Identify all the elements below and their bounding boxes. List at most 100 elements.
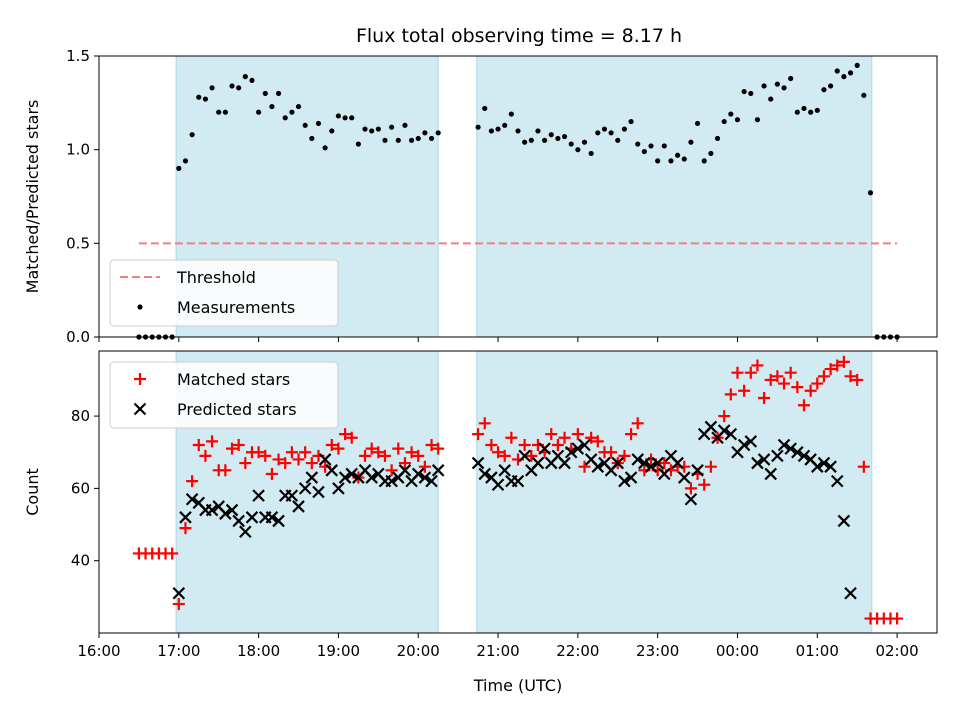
matched-star-point <box>498 449 511 462</box>
matched-star-point <box>305 457 318 470</box>
predicted-star-point <box>631 453 644 466</box>
measurement-point <box>595 130 601 136</box>
matched-star-point <box>797 399 810 412</box>
measurement-point <box>668 158 674 164</box>
x-tick-label: 16:00 <box>77 642 120 660</box>
x-tick-label: 22:00 <box>556 642 599 660</box>
matched-star-point <box>292 453 305 466</box>
measurement-point <box>734 117 741 123</box>
chart-title: Flux total observing time = 8.17 h <box>356 25 682 47</box>
matched-star-point <box>764 373 777 386</box>
measurement-point <box>315 120 322 127</box>
legend-matched-swatch <box>134 373 146 385</box>
predicted-star-point <box>777 438 791 452</box>
matched-star-point <box>578 460 591 473</box>
matched-star-point <box>658 457 671 470</box>
predicted-star-point <box>724 427 738 441</box>
legend-predicted-swatch <box>133 402 147 416</box>
predicted-star-point <box>817 456 831 470</box>
predicted-star-point <box>312 485 325 499</box>
measurement-point <box>335 113 342 119</box>
matched-star-point <box>219 464 232 477</box>
matched-star-point <box>279 457 292 470</box>
measurement-point <box>389 124 395 130</box>
measurement-point <box>854 62 860 68</box>
measurement-point <box>781 85 787 91</box>
ratio-panel: 0.0 0.5 1.0 1.5 Matched/Predicted stars Thres… <box>23 47 938 346</box>
measurement-point <box>708 150 714 157</box>
measurement-point <box>295 103 302 110</box>
matched-star-point <box>684 482 697 495</box>
matched-star-point <box>299 446 312 459</box>
measurement-point <box>648 143 654 149</box>
ratio-shaded-interval-1 <box>476 55 873 338</box>
measurement-point <box>841 74 847 80</box>
measurement-point <box>528 137 534 143</box>
predicted-star-point <box>245 511 259 524</box>
x-tick-label: 19:00 <box>317 642 360 660</box>
predicted-star-point <box>325 464 339 477</box>
matched-star-point <box>232 439 245 451</box>
count-series-0 <box>132 355 904 625</box>
predicted-star-point <box>538 442 551 455</box>
matched-star-point <box>817 370 830 383</box>
measurement-point <box>748 90 754 97</box>
predicted-star-point <box>478 467 492 481</box>
measurement-point <box>422 130 428 136</box>
count-panel: 40 60 80 16:00 17:00 18:00 19:00 20:00 21:00 22:0… <box>23 350 938 695</box>
predicted-star-point <box>764 467 778 481</box>
measurement-point <box>275 90 282 97</box>
measurement-point <box>216 109 222 115</box>
measurement-point <box>182 158 189 164</box>
matched-star-point <box>551 439 564 451</box>
measurement-point <box>867 190 874 196</box>
matched-star-point <box>571 428 584 441</box>
predicted-star-point <box>644 460 658 473</box>
matched-star-point <box>784 366 797 379</box>
matched-star-point <box>372 446 385 459</box>
matched-star-point <box>525 449 538 462</box>
measurement-point <box>242 74 248 80</box>
measurement-point <box>774 81 780 87</box>
matched-star-point <box>704 460 717 473</box>
measurement-point <box>415 135 421 142</box>
ratio-legend: Threshold Measurements <box>109 259 339 327</box>
measurement-point <box>382 137 388 143</box>
predicted-star-point <box>684 492 698 506</box>
measurement-point <box>741 88 747 95</box>
matched-star-point <box>239 457 252 470</box>
measurement-point <box>801 105 807 112</box>
x-tick-label: 01:00 <box>796 642 839 660</box>
measurement-point <box>515 128 521 134</box>
measurement-point <box>508 111 514 117</box>
matched-star-point <box>272 453 285 466</box>
predicted-star-point <box>345 467 359 481</box>
ratio-y-tick-label: 1.5 <box>66 47 90 65</box>
matched-star-point <box>226 442 239 455</box>
count-y-axis-label: Count <box>23 468 42 516</box>
predicted-star-point <box>292 500 305 513</box>
predicted-star-point <box>830 474 844 488</box>
predicted-star-point <box>172 586 186 600</box>
measurement-point <box>349 115 355 121</box>
measurement-point <box>482 105 488 112</box>
measurement-point <box>768 96 774 102</box>
measurement-point <box>588 150 594 157</box>
measurement-point <box>282 115 288 121</box>
count-plot-frame <box>98 350 938 634</box>
measurement-point <box>362 126 368 132</box>
predicted-star-point <box>431 464 445 477</box>
predicted-star-point <box>578 438 591 452</box>
matched-star-point <box>744 366 757 379</box>
predicted-star-point <box>285 489 299 502</box>
matched-star-point <box>844 370 857 383</box>
ratio-y-tick-label: 0.0 <box>66 328 90 346</box>
matched-star-point <box>738 384 751 397</box>
count-y-tick-label: 40 <box>71 552 90 570</box>
matched-star-point <box>485 439 498 451</box>
predicted-star-point <box>365 471 378 484</box>
x-tick-label: 21:00 <box>476 642 519 660</box>
matched-star-point <box>558 431 571 444</box>
matched-star-point <box>206 435 219 448</box>
matched-star-point <box>172 598 185 611</box>
